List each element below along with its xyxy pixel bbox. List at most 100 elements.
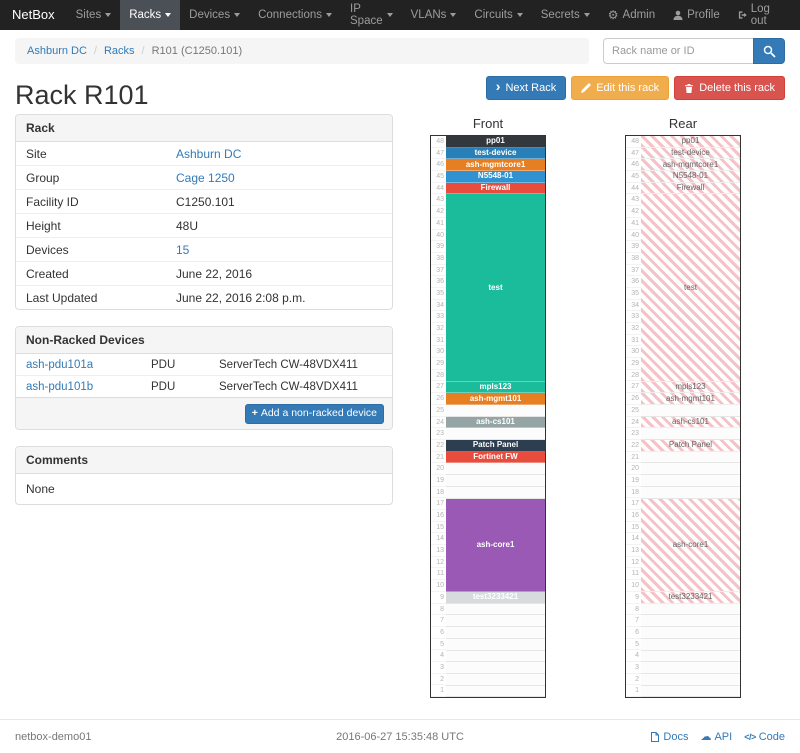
rack-unit-device[interactable]: ash-cs101 xyxy=(446,416,545,429)
rack-unit-empty xyxy=(446,475,545,487)
unit-number: 21 xyxy=(431,452,446,464)
rack-unit-device[interactable]: test xyxy=(446,194,545,382)
rack-unit-device[interactable]: test xyxy=(641,194,740,382)
front-rack-units: pp01 test-device ash-mgmtcore1 N5548-01 Fire… xyxy=(446,136,545,698)
delete-rack-button[interactable]: Delete this rack xyxy=(674,76,785,101)
unit-number: 32 xyxy=(431,323,446,335)
rack-unit-device[interactable]: test-device xyxy=(641,147,740,160)
device-link[interactable]: ash-pdu101b xyxy=(26,380,94,393)
rack-unit-empty xyxy=(641,463,740,476)
unit-number: 38 xyxy=(626,253,641,265)
rack-unit-device[interactable]: N5548-01 xyxy=(446,171,545,183)
rack-unit-device[interactable]: pp01 xyxy=(446,136,545,148)
rack-detail-column: Rack Site Ashburn DC Group Cage 1250 Facilit… xyxy=(15,114,393,521)
device-name-cell: ash-pdu101a xyxy=(16,354,141,376)
rack-unit-empty xyxy=(641,673,740,686)
unit-number: 27 xyxy=(626,381,641,394)
breadcrumb-link[interactable]: Racks xyxy=(103,45,135,57)
rack-unit-device[interactable]: test-device xyxy=(446,147,545,160)
rack-unit-device[interactable]: Firewall xyxy=(446,182,545,195)
nav-item-label: Secrets xyxy=(540,9,580,21)
unit-number: 6 xyxy=(626,627,641,639)
breadcrumb: Ashburn DC Racks R101 (C1250.101) xyxy=(15,38,589,64)
rack-unit-device[interactable]: test3233421 xyxy=(446,592,545,604)
unit-number: 47 xyxy=(431,148,446,160)
unit-number: 9 xyxy=(626,592,641,604)
attr-value-link[interactable]: 15 xyxy=(176,242,190,257)
attr-value-link[interactable]: Cage 1250 xyxy=(176,170,235,185)
unit-number: 15 xyxy=(431,522,446,534)
rack-attr-row: Last Updated June 22, 2016 2:08 p.m. xyxy=(16,285,392,309)
unit-number: 14 xyxy=(626,533,641,546)
nav-item-secrets[interactable]: Secrets xyxy=(532,0,599,30)
rack-unit-device[interactable]: mpls123 xyxy=(641,381,740,394)
rack-unit-empty xyxy=(446,428,545,441)
rack-attr-row: Site Ashburn DC xyxy=(16,142,392,166)
rack-unit-empty xyxy=(641,662,740,674)
edit-rack-button[interactable]: Edit this rack xyxy=(571,76,670,101)
nav-item-circuits[interactable]: Circuits xyxy=(465,0,531,30)
rack-unit-device[interactable]: Patch Panel xyxy=(641,440,740,452)
unit-number: 39 xyxy=(431,241,446,253)
rack-unit-device[interactable]: Fortinet FW xyxy=(446,451,545,464)
footer-link-code[interactable]: Code xyxy=(744,731,785,743)
rack-unit-device[interactable]: ash-mgmt101 xyxy=(446,393,545,405)
rack-unit-device[interactable]: Patch Panel xyxy=(446,440,545,452)
rack-attr-row: Height 48U xyxy=(16,213,392,238)
nav-item-connections[interactable]: Connections xyxy=(249,0,341,30)
nav-item-devices[interactable]: Devices xyxy=(180,0,249,30)
attr-label: Devices xyxy=(16,237,166,262)
logout-icon xyxy=(738,11,747,19)
unit-number: 41 xyxy=(431,218,446,230)
unit-number: 28 xyxy=(626,370,641,382)
app-brand[interactable]: NetBox xyxy=(12,7,55,22)
nav-item-ip-space[interactable]: IP Space xyxy=(341,0,402,30)
search-input[interactable] xyxy=(603,38,753,64)
unit-number: 15 xyxy=(626,522,641,534)
attr-value-link[interactable]: Ashburn DC xyxy=(176,146,242,161)
nav-item-profile[interactable]: Profile xyxy=(664,0,729,30)
server-time: 2016-06-27 15:35:48 UTC xyxy=(336,730,464,743)
add-non-racked-device-button[interactable]: Add a non-racked device xyxy=(244,404,384,424)
caret-down-icon xyxy=(583,13,590,17)
unit-number: 34 xyxy=(431,300,446,312)
main-menu: Sites Racks Devices Connections IP Space VLAN… xyxy=(67,0,599,30)
footer-link-api[interactable]: API xyxy=(700,731,732,743)
rack-unit-device[interactable]: ash-mgmtcore1 xyxy=(641,159,740,172)
page-title: Rack R101 xyxy=(15,80,149,110)
rack-unit-device[interactable]: ash-mgmt101 xyxy=(641,393,740,405)
rack-unit-device[interactable]: ash-cs101 xyxy=(641,416,740,429)
docs-icon xyxy=(651,731,660,742)
breadcrumb-link[interactable]: Ashburn DC xyxy=(27,45,87,57)
device-link[interactable]: ash-pdu101a xyxy=(26,358,94,371)
rack-unit-device[interactable]: test3233421 xyxy=(641,592,740,604)
rack-unit-device[interactable]: Firewall xyxy=(641,182,740,195)
next-rack-button[interactable]: Next Rack xyxy=(485,76,567,101)
unit-number: 11 xyxy=(431,568,446,581)
nav-item-sites[interactable]: Sites xyxy=(67,0,121,30)
search-button[interactable] xyxy=(753,38,785,64)
rack-unit-device[interactable]: ash-mgmtcore1 xyxy=(446,159,545,172)
unit-number: 3 xyxy=(626,662,641,674)
nav-item-admin[interactable]: Admin xyxy=(599,0,664,30)
nav-item-racks[interactable]: Racks xyxy=(120,0,181,30)
rack-unit-empty xyxy=(641,638,740,651)
nav-item-logout[interactable]: Log out xyxy=(729,0,794,30)
rack-panel-title: Rack xyxy=(16,115,392,142)
footer-link-docs[interactable]: Docs xyxy=(650,731,688,743)
rack-unit-device[interactable]: N5548-01 xyxy=(641,171,740,183)
nav-item-vlans[interactable]: VLANs xyxy=(402,0,466,30)
caret-down-icon xyxy=(386,13,393,17)
caret-down-icon xyxy=(165,13,172,17)
rack-unit-device[interactable]: ash-core1 xyxy=(446,498,545,593)
rack-unit-device[interactable]: mpls123 xyxy=(446,381,545,394)
attr-label: Height xyxy=(16,213,166,238)
unit-number: 33 xyxy=(626,311,641,323)
unit-number: 2 xyxy=(431,674,446,686)
rack-unit-device[interactable]: ash-core1 xyxy=(641,498,740,593)
rack-unit-device[interactable]: pp01 xyxy=(641,136,740,148)
rack-attr-row: Facility ID C1250.101 xyxy=(16,189,392,214)
unit-number: 6 xyxy=(431,627,446,639)
unit-number: 48 xyxy=(431,136,446,148)
unit-number: 21 xyxy=(626,452,641,464)
